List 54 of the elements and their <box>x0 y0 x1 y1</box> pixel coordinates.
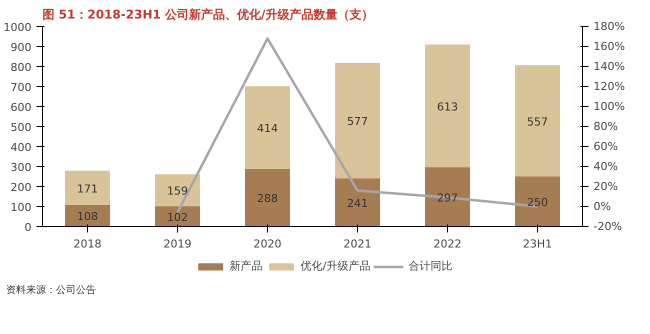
bar <box>515 65 560 176</box>
bar <box>245 168 290 226</box>
y-tick-label: 300 <box>10 161 32 174</box>
x-tick-label: 2021 <box>344 238 372 250</box>
y2-tick-label: -20% <box>594 220 622 233</box>
y-tick-label: 200 <box>10 181 32 194</box>
bar <box>425 44 470 168</box>
bar <box>245 86 290 169</box>
data-label: 171 <box>77 182 98 196</box>
bar <box>335 62 380 178</box>
x-tick-label: 2020 <box>254 238 282 250</box>
data-label: 577 <box>347 115 368 128</box>
y2-tick-label: 180% <box>594 20 625 33</box>
text: 资料来源：公司公告 <box>6 284 96 298</box>
y-tick-label: 0 <box>24 221 32 234</box>
y2-tick-label: 160% <box>594 40 625 53</box>
data-label: 557 <box>527 115 548 128</box>
y-tick-label: 500 <box>10 121 32 134</box>
x-tick-label: 2022 <box>434 238 462 250</box>
data-label: 613 <box>437 100 458 114</box>
x-tick-label: 23H1 <box>522 238 552 250</box>
y-tick-label: 1000 <box>4 21 32 34</box>
bar <box>335 178 380 226</box>
data-label: 159 <box>167 184 188 198</box>
bar <box>515 176 560 226</box>
data-label: 297 <box>437 191 458 204</box>
y2-tick-label: 40% <box>594 160 618 173</box>
y2-tick-label: 0% <box>594 200 611 213</box>
legend-label: 合计同比 <box>408 258 452 274</box>
y-tick-label: 400 <box>10 141 32 154</box>
data-label: 241 <box>347 196 368 210</box>
y-tick-label: 700 <box>10 81 32 94</box>
y-tick-label: 100 <box>10 201 32 214</box>
y-tick-label: 900 <box>10 41 32 54</box>
data-label: 414 <box>257 122 278 135</box>
data-label: 288 <box>257 192 278 206</box>
y2-tick-label: 80% <box>594 120 618 133</box>
bar <box>65 170 110 205</box>
data-label: 102 <box>167 210 188 224</box>
bar <box>425 167 470 226</box>
chart-title: 图 51：2018-23H1 公司新产品、优化/升级产品数量（支） <box>42 8 374 22</box>
y-tick-label: 600 <box>10 101 32 114</box>
y2-tick-label: 140% <box>594 60 625 73</box>
y2-tick-label: 20% <box>594 180 618 193</box>
x-tick-label: 2019 <box>164 238 192 250</box>
y-tick-label: 800 <box>10 61 32 74</box>
x-tick-label: 2018 <box>74 238 102 250</box>
y2-tick-label: 120% <box>594 80 625 93</box>
y2-tick-label: 100% <box>594 100 625 113</box>
data-label: 250 <box>527 196 548 209</box>
legend-label: 优化/升级产品 <box>300 258 370 274</box>
y2-tick-label: 60% <box>594 140 618 153</box>
legend-label: 新产品 <box>230 258 263 274</box>
data-label: 108 <box>77 210 98 224</box>
